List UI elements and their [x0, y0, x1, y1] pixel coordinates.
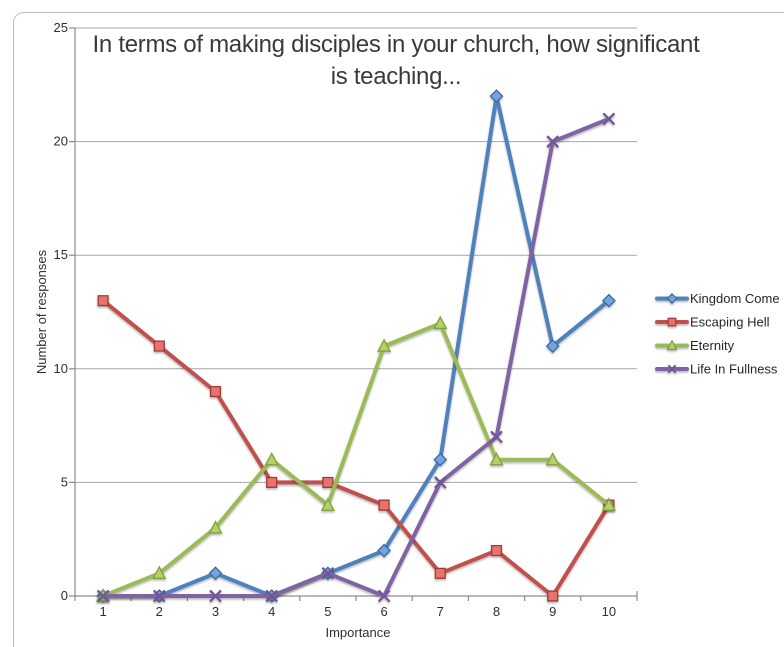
data-point-marker-life-in-fullness	[209, 590, 222, 602]
data-point-marker-escaping-hell	[266, 476, 278, 488]
data-point-marker-kingdom-come	[433, 452, 448, 467]
data-point-marker-life-in-fullness	[434, 476, 447, 489]
legend-swatch-marker	[666, 293, 678, 304]
data-point-marker-life-in-fullness	[602, 112, 615, 125]
data-point-marker-escaping-hell	[153, 340, 165, 352]
x-tick-label-3: 3	[212, 604, 219, 619]
data-point-marker-eternity	[208, 520, 223, 534]
data-point-marker-escaping-hell	[378, 499, 390, 511]
data-point-marker-life-in-fullness	[490, 430, 503, 443]
axes	[69, 27, 638, 601]
x-tick-label-1: 1	[99, 604, 106, 619]
legend-label-kingdom-come: Kingdom Come	[690, 291, 780, 306]
data-point-marker-escaping-hell	[434, 567, 446, 579]
y-tick-label-20: 20	[54, 134, 68, 149]
x-axis-title: Importance	[325, 625, 390, 640]
x-tick-label-7: 7	[437, 604, 444, 619]
data-point-marker-kingdom-come	[601, 293, 616, 308]
data-point-marker-eternity	[489, 451, 504, 466]
data-point-marker-escaping-hell	[490, 544, 503, 557]
y-tick-label-0: 0	[61, 588, 68, 603]
series-line-escaping-hell	[101, 298, 611, 598]
data-point-marker-eternity	[320, 497, 335, 511]
x-tick-label-10: 10	[602, 604, 616, 619]
page-border	[13, 12, 784, 647]
data-point-marker-kingdom-come	[377, 543, 392, 558]
y-tick-label-25: 25	[54, 20, 68, 35]
legend-label-eternity: Eternity	[690, 338, 735, 353]
y-axis-tick-labels: 0 5 10 15 20 25	[54, 20, 68, 603]
data-point-marker-kingdom-come	[545, 339, 560, 353]
legend-swatch-marker	[667, 317, 677, 327]
chart-title-line-2: is teaching...	[331, 63, 462, 90]
legend-swatch-marker	[666, 339, 678, 351]
series-line-life-in-fullness	[101, 116, 611, 598]
x-axis-tick-labels: 1 2 3 4 5 6 7 8 9 10	[99, 604, 616, 619]
x-tick-label-5: 5	[324, 604, 331, 619]
data-point-marker-life-in-fullness	[378, 590, 391, 602]
plot-series	[96, 89, 616, 603]
data-point-marker-escaping-hell	[547, 590, 559, 602]
series-line-eternity	[101, 321, 611, 598]
y-tick-label-10: 10	[54, 361, 68, 376]
x-tick-label-8: 8	[493, 604, 500, 619]
data-point-marker-life-in-fullness	[546, 135, 559, 148]
legend: Kingdom Come Escaping Hell Eternity Life…	[655, 291, 780, 377]
data-point-marker-life-in-fullness	[153, 590, 166, 602]
legend-swatches	[655, 293, 689, 374]
series-escaping-hell	[97, 295, 615, 602]
series-line-kingdom-come	[101, 94, 611, 598]
data-point-marker-eternity	[264, 451, 279, 466]
data-point-marker-kingdom-come	[208, 566, 223, 581]
legend-label-escaping-hell: Escaping Hell	[690, 315, 770, 330]
legend-swatch-life-in-fullness	[655, 364, 689, 374]
chart-title-line-1: In terms of making disciples in your chu…	[93, 31, 701, 58]
data-point-marker-life-in-fullness	[321, 567, 334, 580]
data-point-marker-eternity	[433, 315, 448, 330]
data-point-marker-eternity	[601, 497, 616, 511]
data-point-marker-escaping-hell	[209, 385, 222, 398]
data-point-marker-eternity	[152, 565, 167, 580]
legend-swatch-kingdom-come	[655, 293, 689, 304]
data-point-marker-life-in-fullness	[97, 590, 110, 602]
legend-swatch-escaping-hell	[655, 317, 689, 327]
legend-swatch-eternity	[655, 339, 689, 351]
x-tick-label-6: 6	[380, 604, 387, 619]
series-life-in-fullness	[97, 112, 615, 602]
data-point-marker-eternity	[377, 338, 392, 352]
legend-label-life-in-fullness: Life In Fullness	[690, 362, 778, 377]
y-tick-label-15: 15	[54, 247, 68, 262]
x-tick-label-2: 2	[156, 604, 163, 619]
y-axis-title: Number of responses	[34, 249, 49, 374]
legend-swatch-marker	[667, 364, 677, 374]
series-kingdom-come	[96, 89, 616, 603]
data-point-marker-eternity	[545, 451, 560, 466]
y-tick-label-5: 5	[61, 474, 68, 489]
data-point-marker-kingdom-come	[489, 89, 504, 104]
data-point-marker-escaping-hell	[97, 295, 109, 307]
x-tick-label-9: 9	[549, 604, 556, 619]
x-tick-label-4: 4	[268, 604, 275, 619]
data-point-marker-escaping-hell	[322, 476, 334, 488]
data-point-marker-life-in-fullness	[265, 590, 278, 602]
gridlines	[75, 27, 637, 483]
